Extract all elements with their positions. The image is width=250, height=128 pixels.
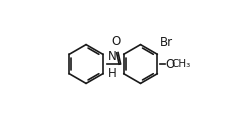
Text: Br: Br	[159, 36, 172, 49]
Text: O: O	[111, 35, 120, 48]
Text: H: H	[108, 67, 116, 79]
Text: CH₃: CH₃	[170, 59, 190, 69]
Text: N: N	[108, 50, 116, 63]
Text: O: O	[165, 57, 174, 71]
